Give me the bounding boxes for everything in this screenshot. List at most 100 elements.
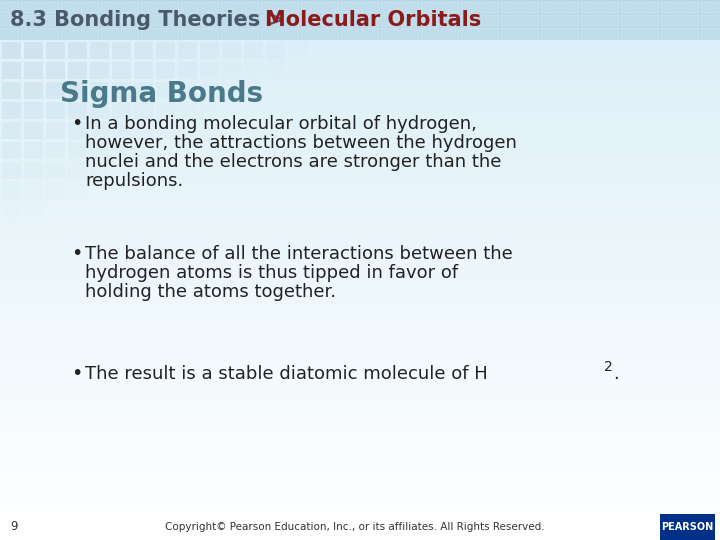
Bar (401, 28, 419, 39)
Bar (0, 537, 720, 540)
Bar (0, 415, 720, 418)
Bar (0, 377, 720, 381)
Bar (441, 2, 459, 13)
Bar (21, 2, 39, 13)
Bar (441, 15, 459, 26)
Bar (133, 121, 153, 139)
Bar (0, 380, 720, 383)
Bar (0, 199, 720, 202)
Bar (141, 2, 159, 13)
Bar (621, 2, 639, 13)
Bar (0, 426, 720, 429)
Bar (0, 321, 720, 324)
Text: .: . (613, 365, 618, 383)
Bar (67, 161, 87, 179)
Bar (0, 32, 720, 35)
Bar (0, 458, 720, 462)
Bar (701, 28, 719, 39)
Bar (1, 28, 19, 39)
Bar (0, 24, 720, 27)
Bar (0, 0, 720, 40)
Bar (0, 240, 720, 243)
Bar (361, 2, 379, 13)
Bar (1, 101, 21, 119)
Bar (681, 28, 699, 39)
Bar (201, 2, 219, 13)
Bar (1, 161, 21, 179)
Bar (81, 2, 99, 13)
Bar (141, 28, 159, 39)
Bar (0, 70, 720, 73)
Bar (0, 353, 720, 356)
Bar (0, 35, 720, 38)
Bar (261, 2, 279, 13)
Bar (0, 407, 720, 410)
Bar (133, 81, 153, 99)
Bar (441, 28, 459, 39)
Bar (0, 226, 720, 230)
Bar (581, 15, 599, 26)
Bar (161, 2, 179, 13)
Bar (155, 41, 175, 59)
Bar (0, 183, 720, 186)
Bar (0, 494, 720, 497)
Bar (0, 191, 720, 194)
Bar (0, 359, 720, 362)
Bar (133, 141, 153, 159)
Bar (0, 156, 720, 159)
Bar (0, 510, 720, 513)
Bar (0, 151, 720, 154)
Bar (0, 16, 720, 19)
Bar (0, 496, 720, 500)
Bar (89, 81, 109, 99)
Bar (301, 2, 319, 13)
Bar (1, 141, 21, 159)
Bar (243, 61, 263, 79)
Bar (23, 201, 43, 219)
Bar (61, 28, 79, 39)
Bar (0, 29, 720, 32)
Bar (0, 272, 720, 275)
Bar (0, 421, 720, 424)
Bar (221, 2, 239, 13)
Bar (0, 361, 720, 365)
Bar (0, 105, 720, 108)
Bar (0, 350, 720, 354)
Bar (23, 61, 43, 79)
Bar (0, 267, 720, 270)
Bar (681, 15, 699, 26)
Bar (261, 15, 279, 26)
Bar (0, 229, 720, 232)
Bar (0, 288, 720, 292)
Bar (0, 124, 720, 127)
Bar (0, 329, 720, 332)
Bar (0, 113, 720, 116)
Text: The balance of all the interactions between the: The balance of all the interactions betw… (85, 245, 513, 263)
Bar (265, 61, 285, 79)
Bar (0, 315, 720, 319)
Bar (281, 2, 299, 13)
Bar (0, 153, 720, 157)
Bar (0, 515, 720, 518)
Bar (461, 15, 479, 26)
Bar (221, 61, 241, 79)
Bar (0, 499, 720, 502)
Bar (0, 59, 720, 62)
Bar (0, 210, 720, 213)
Bar (0, 488, 720, 491)
Bar (0, 0, 720, 3)
Bar (0, 164, 720, 167)
Bar (0, 318, 720, 321)
Bar (0, 356, 720, 359)
Bar (287, 41, 307, 59)
Bar (111, 121, 131, 139)
Bar (1, 201, 21, 219)
Bar (0, 80, 720, 84)
Bar (661, 15, 679, 26)
Bar (561, 15, 579, 26)
Bar (0, 259, 720, 262)
Bar (421, 28, 439, 39)
Bar (0, 396, 720, 400)
Bar (0, 56, 720, 59)
Bar (401, 2, 419, 13)
